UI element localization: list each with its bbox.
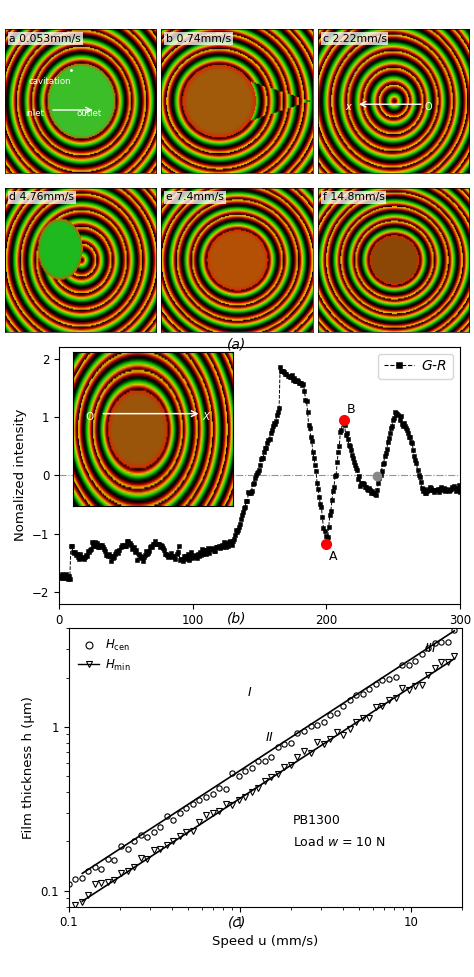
Text: $I$: $I$: [247, 686, 252, 699]
Y-axis label: Nomalized intensity: Nomalized intensity: [14, 409, 27, 541]
Text: f 14.8mm/s: f 14.8mm/s: [323, 192, 384, 202]
$H_\mathrm{min}$: [164, 839, 170, 851]
$H_\mathrm{min}$: [451, 651, 457, 662]
Text: (a): (a): [228, 337, 246, 351]
$H_\mathrm{min}$: [197, 817, 202, 828]
Text: (c): (c): [228, 915, 246, 929]
$H_\mathrm{cen}$: [66, 878, 72, 890]
$H_\mathrm{cen}$: [131, 835, 137, 847]
$H_\mathrm{cen}$: [177, 807, 182, 819]
X-axis label: Radius (pixel): Radius (pixel): [214, 632, 305, 645]
Text: d 4.76mm/s: d 4.76mm/s: [9, 192, 74, 202]
Text: a 0.053mm/s: a 0.053mm/s: [9, 33, 81, 44]
Text: x: x: [346, 102, 351, 112]
Legend: $H_\mathrm{cen}$, $H_\mathrm{min}$: $H_\mathrm{cen}$, $H_\mathrm{min}$: [74, 634, 135, 676]
Text: (b): (b): [227, 612, 247, 625]
$H_\mathrm{min}$: [177, 830, 182, 842]
Legend: $G$-$R$: $G$-$R$: [378, 354, 453, 379]
Y-axis label: Film thickness h (μm): Film thickness h (μm): [22, 696, 35, 839]
Text: outlet: outlet: [77, 108, 102, 118]
$H_\mathrm{min}$: [190, 825, 196, 836]
Text: B: B: [346, 403, 355, 416]
$H_\mathrm{cen}$: [308, 721, 313, 733]
Text: e 7.4mm/s: e 7.4mm/s: [166, 192, 224, 202]
Text: $II$: $II$: [264, 731, 274, 744]
Text: cavitation: cavitation: [29, 77, 72, 86]
$H_\mathrm{cen}$: [451, 624, 457, 636]
Text: $III$: $III$: [424, 642, 437, 656]
$H_\mathrm{min}$: [131, 861, 137, 872]
Text: c 2.22mm/s: c 2.22mm/s: [323, 33, 387, 44]
Text: O: O: [425, 102, 432, 112]
Text: PB1300
Load $w$ = 10 N: PB1300 Load $w$ = 10 N: [293, 814, 386, 849]
Text: A: A: [329, 550, 337, 563]
Text: b 0.74mm/s: b 0.74mm/s: [166, 33, 231, 44]
$H_\mathrm{min}$: [308, 747, 313, 759]
$H_\mathrm{min}$: [66, 906, 72, 917]
$H_\mathrm{cen}$: [190, 798, 196, 810]
Line: $H_\mathrm{cen}$: $H_\mathrm{cen}$: [66, 627, 457, 887]
Text: inlet: inlet: [26, 108, 45, 118]
X-axis label: Speed u (mm/s): Speed u (mm/s): [212, 935, 319, 948]
Line: $H_\mathrm{min}$: $H_\mathrm{min}$: [66, 654, 457, 914]
$H_\mathrm{cen}$: [164, 810, 170, 822]
$H_\mathrm{cen}$: [197, 794, 202, 806]
